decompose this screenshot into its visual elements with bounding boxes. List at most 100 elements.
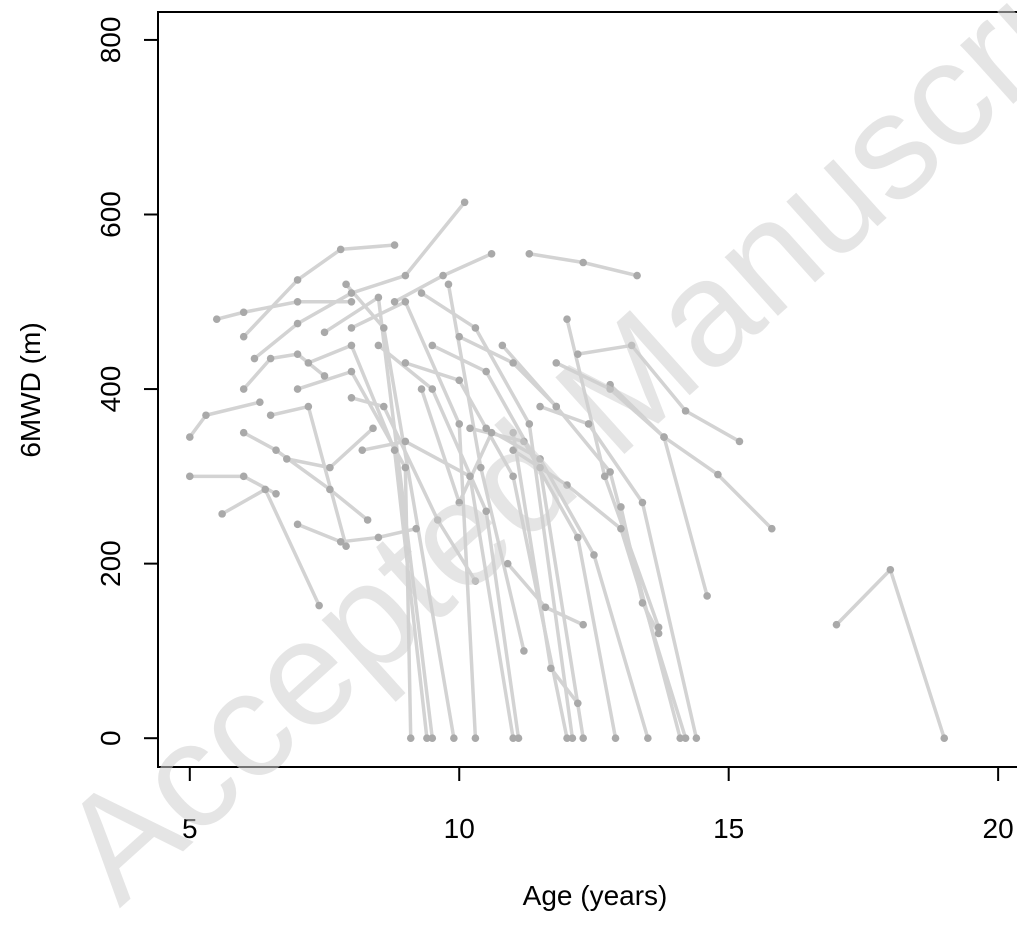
series-line bbox=[297, 369, 413, 739]
data-point bbox=[606, 468, 614, 476]
data-point bbox=[401, 463, 410, 472]
data-point bbox=[644, 734, 652, 742]
data-point bbox=[563, 481, 571, 489]
y-tick-label: 200 bbox=[95, 540, 126, 587]
data-point bbox=[611, 734, 620, 742]
data-point bbox=[326, 485, 334, 494]
data-point bbox=[573, 533, 582, 542]
data-point bbox=[832, 620, 841, 629]
data-point bbox=[390, 446, 399, 454]
y-axis-label: 6MWD (m) bbox=[15, 322, 46, 457]
data-point bbox=[563, 315, 571, 324]
data-point bbox=[304, 359, 313, 367]
data-point bbox=[471, 577, 480, 585]
series-line bbox=[242, 431, 369, 522]
data-point bbox=[460, 198, 469, 207]
x-tick-label: 5 bbox=[182, 813, 198, 844]
data-point bbox=[482, 367, 490, 376]
data-point bbox=[633, 271, 641, 280]
data-point bbox=[676, 734, 684, 742]
data-point bbox=[886, 565, 895, 574]
data-point bbox=[525, 420, 534, 428]
data-point bbox=[374, 293, 383, 302]
data-point bbox=[509, 446, 517, 454]
data-point bbox=[428, 341, 437, 350]
series-line bbox=[307, 343, 429, 739]
data-point bbox=[212, 315, 221, 324]
data-point bbox=[466, 472, 474, 481]
data-point bbox=[185, 433, 194, 441]
data-point bbox=[525, 249, 534, 258]
x-tick-label: 15 bbox=[713, 813, 744, 844]
data-point bbox=[293, 319, 302, 328]
data-point bbox=[390, 241, 399, 249]
data-point bbox=[638, 599, 647, 607]
data-point bbox=[681, 407, 690, 415]
data-point bbox=[509, 359, 517, 367]
data-point bbox=[627, 341, 636, 350]
data-point bbox=[606, 380, 614, 389]
data-point bbox=[342, 280, 350, 289]
series-line bbox=[361, 439, 515, 739]
data-point bbox=[654, 623, 663, 632]
data-point bbox=[654, 629, 663, 638]
data-point bbox=[433, 516, 442, 524]
data-point bbox=[347, 367, 356, 376]
data-point bbox=[541, 603, 550, 612]
data-point bbox=[282, 455, 291, 463]
data-point bbox=[509, 734, 517, 742]
data-point bbox=[455, 498, 464, 507]
data-point bbox=[509, 472, 517, 481]
series-line bbox=[296, 522, 417, 544]
data-point bbox=[584, 420, 593, 428]
data-point bbox=[455, 420, 464, 428]
series-line bbox=[431, 343, 585, 739]
data-point bbox=[256, 398, 264, 406]
data-point bbox=[471, 734, 480, 742]
data-point bbox=[590, 551, 598, 559]
data-point bbox=[390, 297, 399, 306]
series-line bbox=[835, 567, 946, 739]
data-point bbox=[336, 538, 345, 546]
data-point bbox=[304, 402, 313, 411]
data-point bbox=[347, 289, 356, 297]
data-point bbox=[358, 446, 367, 454]
data-point bbox=[552, 402, 561, 411]
data-point bbox=[768, 524, 776, 533]
data-point bbox=[266, 411, 275, 420]
data-point bbox=[503, 559, 512, 568]
data-point bbox=[379, 324, 388, 332]
y-tick-label: 800 bbox=[95, 17, 126, 64]
data-point bbox=[336, 245, 345, 254]
data-point bbox=[293, 297, 302, 306]
y-tick-label: 400 bbox=[95, 366, 126, 413]
data-point bbox=[374, 341, 383, 350]
data-point bbox=[423, 734, 431, 742]
series-line bbox=[351, 396, 477, 583]
data-point bbox=[401, 297, 410, 306]
data-point bbox=[401, 359, 410, 367]
series-line bbox=[577, 343, 741, 443]
data-point bbox=[520, 647, 528, 655]
series-line bbox=[608, 383, 774, 530]
data-point bbox=[439, 271, 447, 280]
data-point bbox=[455, 332, 464, 341]
data-point bbox=[320, 372, 329, 380]
data-point bbox=[401, 271, 410, 280]
data-point bbox=[681, 734, 690, 742]
data-point bbox=[417, 289, 426, 297]
data-point bbox=[342, 542, 350, 550]
data-point bbox=[347, 324, 356, 332]
data-point bbox=[347, 297, 356, 306]
data-point bbox=[552, 359, 561, 367]
data-point bbox=[239, 428, 248, 437]
data-point bbox=[369, 424, 377, 433]
data-point bbox=[293, 276, 302, 284]
data-point bbox=[379, 402, 388, 411]
data-point bbox=[293, 385, 302, 393]
data-point bbox=[417, 385, 426, 393]
data-point bbox=[266, 354, 275, 363]
series-line bbox=[188, 400, 261, 439]
data-point bbox=[272, 490, 280, 498]
